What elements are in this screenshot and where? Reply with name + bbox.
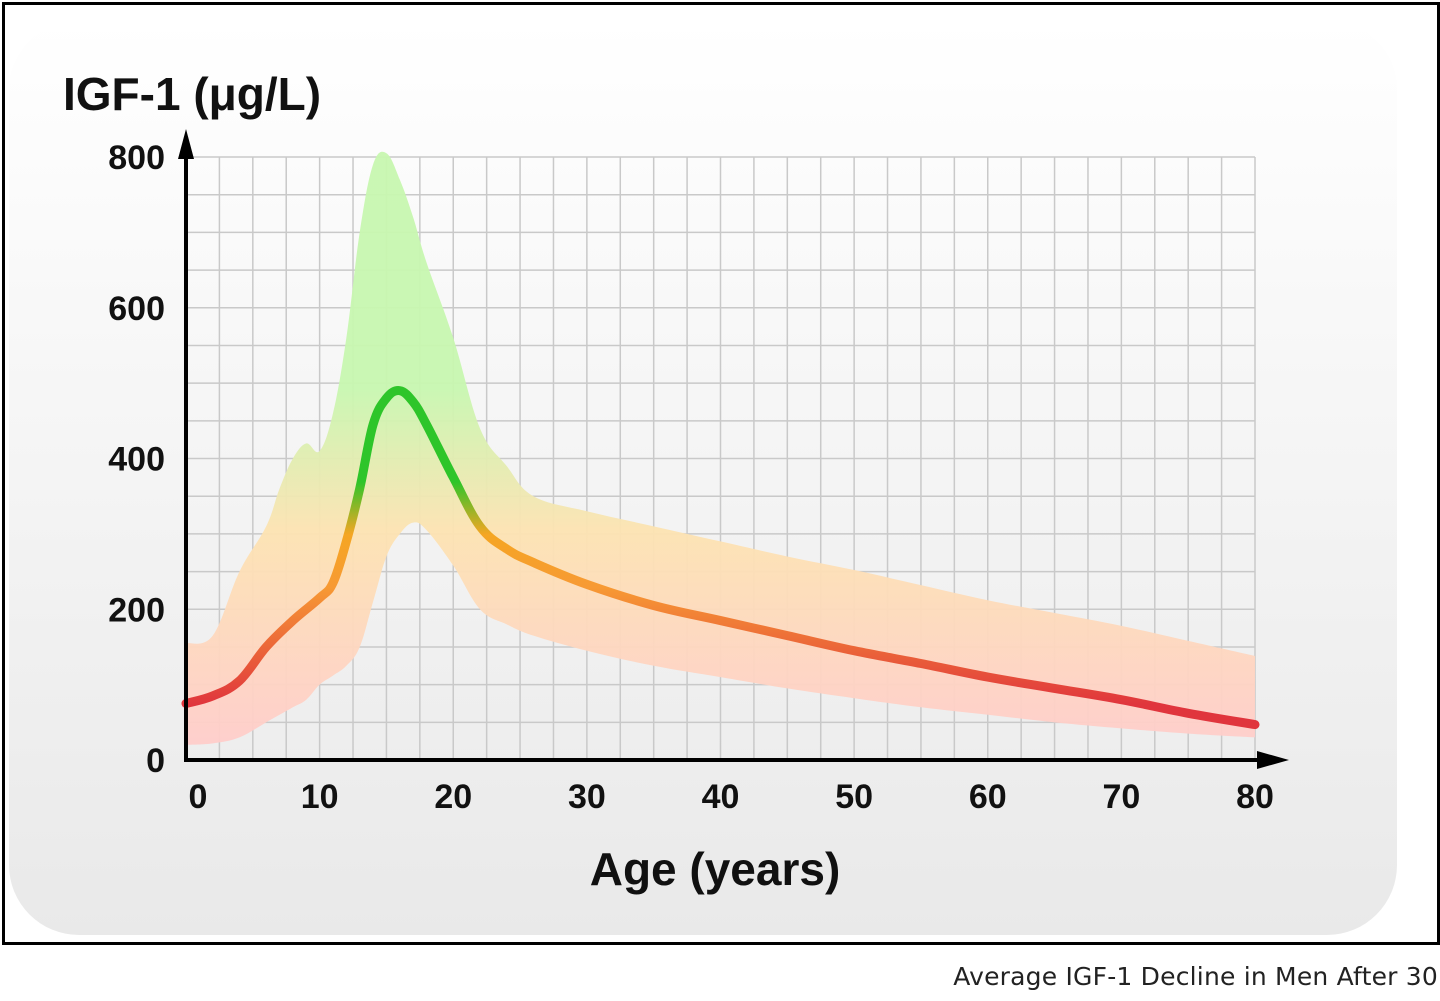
x-tick-label: 0 (189, 778, 208, 816)
x-tick-label: 70 (1102, 778, 1140, 816)
y-tick-label: 400 (108, 441, 165, 479)
y-tick-label: 200 (108, 591, 165, 629)
average-igf1-line (181, 386, 1260, 730)
y-tick-label: 800 (108, 139, 165, 177)
chart: 0 200 400 600 800 0 10 20 30 40 50 60 70 80 IGF-1 (μ… (9, 20, 1397, 935)
x-tick-label: 10 (301, 778, 339, 816)
x-tick-label: 30 (568, 778, 606, 816)
x-tick-label: 80 (1236, 778, 1274, 816)
normal-range-band (186, 151, 1255, 745)
y-axis-arrow (178, 129, 194, 159)
axes (178, 129, 1289, 769)
x-tick-label: 20 (434, 778, 472, 816)
caption: Average IGF-1 Decline in Men After 30 (953, 962, 1438, 991)
y-tick-label: 0 (146, 742, 165, 780)
x-tick-labels: 0 10 20 30 40 50 60 70 80 (189, 778, 1274, 816)
x-tick-label: 40 (702, 778, 740, 816)
chart-frame: 0 200 400 600 800 0 10 20 30 40 50 60 70 80 IGF-1 (μ… (2, 2, 1440, 945)
y-axis-title: IGF-1 (μg/L) (63, 68, 321, 120)
x-tick-label: 60 (969, 778, 1007, 816)
y-tick-label: 600 (108, 290, 165, 328)
x-tick-label: 50 (835, 778, 873, 816)
y-tick-labels: 0 200 400 600 800 (108, 139, 165, 780)
x-axis-arrow (1257, 751, 1289, 769)
x-axis-title: Age (years) (590, 843, 841, 895)
